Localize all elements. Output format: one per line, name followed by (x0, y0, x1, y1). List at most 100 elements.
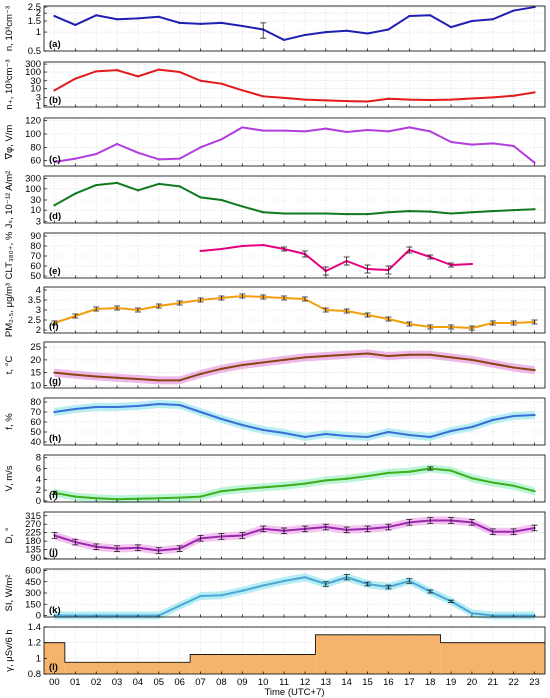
data-point (387, 97, 390, 100)
y-tick-label: 90 (30, 231, 41, 242)
data-point (74, 157, 77, 160)
x-tick-label: 01 (70, 677, 81, 688)
data-point (533, 208, 536, 211)
data-point (470, 143, 474, 146)
series-line (54, 126, 536, 164)
data-point (512, 366, 515, 369)
data-point (324, 127, 327, 130)
panel-label: (i) (49, 490, 58, 501)
data-point (262, 243, 265, 247)
data-point (512, 414, 515, 418)
data-point (74, 77, 77, 80)
data-point (74, 23, 77, 27)
y-tick-label: 135 (25, 545, 41, 556)
data-point (262, 428, 265, 432)
data-point (241, 487, 244, 491)
gamma-bar (315, 634, 441, 674)
y-tick-label: 4 (36, 474, 41, 485)
data-point (241, 24, 244, 28)
data-point (136, 189, 140, 192)
data-point (345, 29, 348, 32)
data-point (324, 354, 327, 358)
y-tick-label: 3.5 (28, 295, 41, 306)
data-point (241, 244, 244, 248)
gamma-bar (190, 654, 316, 674)
data-point (533, 91, 536, 94)
data-point (408, 210, 411, 213)
y-tick-label: 8 (36, 453, 41, 464)
data-point (470, 19, 474, 23)
data-point (220, 198, 223, 202)
x-tick-label: 21 (488, 677, 499, 688)
data-point (74, 373, 77, 376)
x-tick-label: 03 (112, 677, 123, 688)
y-tick-label: 300 (25, 588, 41, 599)
data-point (303, 212, 307, 215)
data-point (282, 212, 286, 215)
data-point (533, 5, 536, 9)
x-tick-label: 17 (404, 677, 415, 688)
x-tick-label: 10 (258, 677, 269, 688)
data-point (512, 94, 515, 97)
data-point (512, 484, 515, 487)
x-tick-label: 11 (279, 677, 289, 688)
y-tick-label: 80 (30, 142, 41, 153)
data-point (303, 435, 307, 439)
data-point (157, 379, 160, 382)
data-point (53, 204, 56, 207)
data-point (241, 89, 244, 92)
x-tick-label: 15 (362, 677, 373, 688)
y-axis-label: D, ° (4, 527, 15, 543)
y-axis-label: Jₛ, 10⁻¹² A/m² (4, 171, 15, 229)
data-point (95, 152, 98, 156)
data-point (136, 17, 140, 20)
data-point (449, 356, 453, 359)
data-point (241, 205, 244, 208)
x-tick-label: 05 (154, 677, 165, 688)
data-point (491, 18, 494, 21)
data-point (199, 249, 202, 253)
series-line (54, 467, 535, 501)
y-tick-label: 450 (25, 577, 41, 588)
axes-frame (43, 397, 546, 446)
y-axis-label: SI, W/m² (4, 575, 15, 612)
x-tick-label: 16 (383, 677, 394, 688)
data-point (429, 98, 432, 102)
data-point (262, 361, 265, 364)
data-point (282, 431, 286, 435)
y-tick-label: 0.8 (28, 669, 41, 680)
data-point (449, 98, 453, 101)
y-tick-label: 3 (36, 92, 41, 103)
data-point (115, 405, 119, 409)
y-tick-label: 50 (30, 427, 41, 438)
data-point (366, 474, 369, 478)
data-point (178, 21, 181, 24)
data-point (387, 354, 390, 358)
gamma-bar (64, 662, 191, 674)
y-tick-label: 80 (30, 241, 41, 252)
data-point (178, 604, 181, 607)
data-point (345, 353, 348, 356)
data-point (199, 196, 202, 199)
y-tick-label: 1.5 (28, 16, 41, 27)
data-point (95, 70, 98, 73)
data-point (74, 495, 77, 498)
data-point (74, 407, 77, 411)
data-point (241, 589, 244, 592)
y-tick-label: 4 (36, 285, 41, 296)
y-tick-label: 1.4 (28, 622, 41, 633)
data-point (303, 98, 307, 101)
data-point (408, 126, 411, 129)
data-point (429, 435, 432, 439)
data-point (408, 433, 411, 437)
data-point (366, 100, 369, 103)
data-point (241, 423, 244, 427)
axes-frame (43, 454, 546, 503)
y-tick-label: 300 (25, 59, 41, 70)
data-point (178, 157, 181, 160)
data-point (199, 22, 202, 25)
data-point (324, 432, 327, 436)
